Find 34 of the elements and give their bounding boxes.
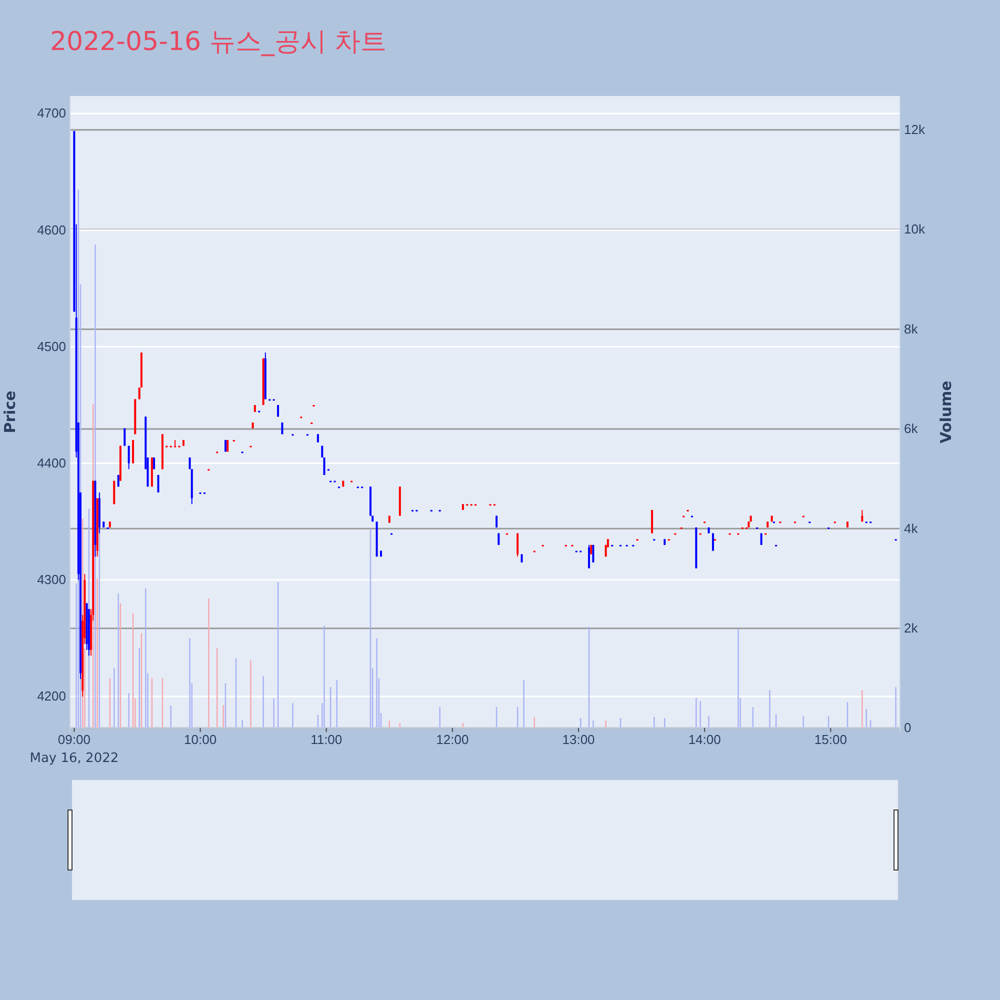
y2-tick-label: 8k [904,321,918,336]
y-tick-label: 4500 [37,338,66,354]
y-axis-title: Price [1,390,19,434]
x-tick-label: 10:00 [184,732,217,748]
candlestick [592,544,594,563]
x-tick-label: 12:00 [436,732,469,748]
chart-title: 2022-05-16 뉴스_공시 차트 [50,27,387,57]
candlestick [128,445,130,470]
y-tick-label: 4700 [37,106,66,121]
y2-tick-label: 0 [904,720,912,736]
candlestick [323,456,326,476]
candlestick [157,474,160,493]
candlestick [651,509,654,534]
x-tick-label: 13:00 [562,732,595,748]
candlestick [132,439,134,464]
x-tick-label: 11:00 [310,732,342,748]
y-tick-label: 4300 [37,572,66,588]
y2-axis-title: Volume [937,380,955,444]
y2-tick-label: 12k [904,122,926,138]
y-tick-label: 4600 [37,222,66,238]
y2-tick-label: 4k [904,520,918,536]
text: May 16, 2022 [30,751,119,766]
x-tick-label: 14:00 [688,732,721,748]
y-tick-label: 4200 [37,688,66,704]
y2-tick-label: 10k [904,222,926,237]
candlestick [124,428,126,446]
candlestick [588,544,590,569]
candlestick [516,532,519,558]
y2-tick-label: 6k [904,421,918,436]
y-tick-label: 4400 [37,455,66,470]
y2-tick-label: 2k [904,620,918,636]
x-tick-label: 15:00 [814,732,847,748]
candlestick [174,439,176,448]
x-tick-label: 09:00 [58,732,90,748]
